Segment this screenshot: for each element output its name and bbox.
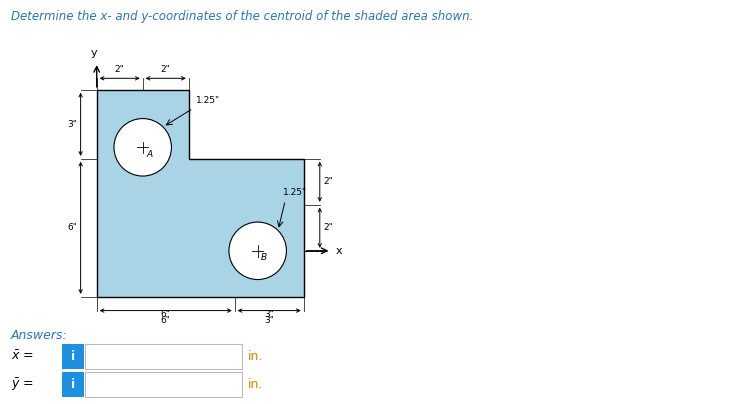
Text: in.: in.	[248, 378, 264, 391]
Circle shape	[114, 118, 172, 176]
Text: 3": 3"	[264, 316, 274, 325]
Text: i: i	[71, 378, 75, 391]
Text: $\bar{x}$ =: $\bar{x}$ =	[11, 349, 34, 363]
Text: x: x	[336, 246, 342, 256]
Circle shape	[229, 222, 286, 280]
Text: in.: in.	[248, 350, 264, 363]
Polygon shape	[96, 90, 304, 297]
Text: y: y	[91, 48, 98, 58]
Text: B: B	[261, 253, 267, 262]
Text: 3": 3"	[264, 309, 274, 319]
Text: 2": 2"	[323, 177, 333, 186]
Text: A: A	[146, 149, 153, 159]
Text: 2": 2"	[323, 223, 333, 232]
Text: Determine the x- and y-coordinates of the centroid of the shaded area shown.: Determine the x- and y-coordinates of th…	[11, 10, 473, 23]
Text: 6": 6"	[161, 316, 171, 325]
Text: $\bar{y}$ =: $\bar{y}$ =	[11, 377, 34, 393]
Text: 2": 2"	[161, 65, 171, 74]
Text: 1.25": 1.25"	[283, 188, 307, 197]
Text: 2": 2"	[115, 65, 125, 74]
Text: 3": 3"	[67, 120, 77, 129]
Text: 6": 6"	[67, 223, 77, 232]
Text: Answers:: Answers:	[11, 329, 68, 342]
Text: 6": 6"	[161, 309, 171, 319]
Text: i: i	[71, 350, 75, 363]
Text: 1.25": 1.25"	[196, 96, 220, 105]
